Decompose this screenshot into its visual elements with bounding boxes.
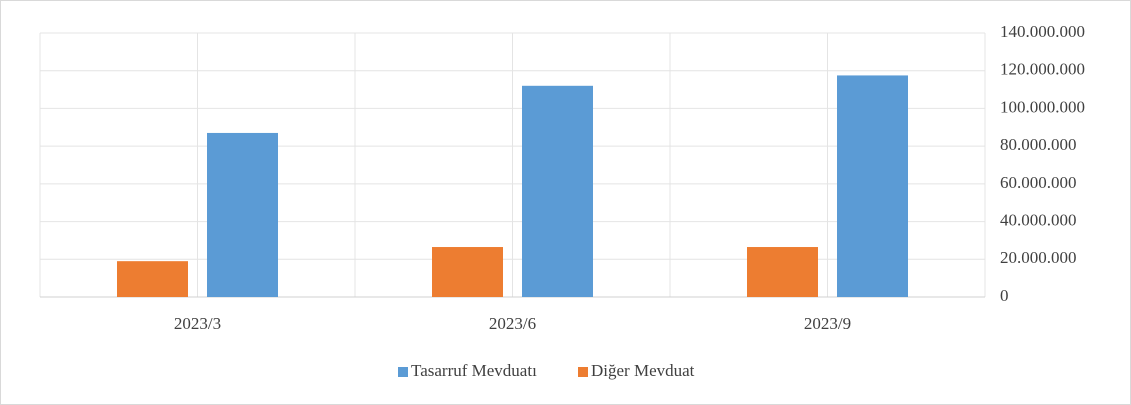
bar [207, 132, 278, 297]
bar [522, 85, 593, 297]
bar [837, 75, 908, 297]
y-tick-label: 120.000.000 [1000, 60, 1085, 79]
bar [117, 261, 188, 297]
legend-label: Tasarruf Mevduatı [411, 361, 537, 380]
bar [747, 247, 818, 297]
y-tick-label: 100.000.000 [1000, 97, 1085, 116]
x-tick-label: 2023/9 [804, 314, 851, 333]
x-tick-label: 2023/3 [174, 314, 221, 333]
legend-label: Diğer Mevduat [591, 361, 695, 380]
y-tick-label: 40.000.000 [1000, 210, 1077, 229]
legend-swatch [578, 367, 588, 377]
y-tick-label: 140.000.000 [1000, 22, 1085, 41]
y-tick-label: 80.000.000 [1000, 135, 1077, 154]
legend-swatch [398, 367, 408, 377]
x-tick-label: 2023/6 [489, 314, 536, 333]
y-tick-label: 60.000.000 [1000, 173, 1077, 192]
y-tick-label: 0 [1000, 286, 1009, 305]
bar [432, 247, 503, 297]
y-tick-label: 20.000.000 [1000, 248, 1077, 267]
